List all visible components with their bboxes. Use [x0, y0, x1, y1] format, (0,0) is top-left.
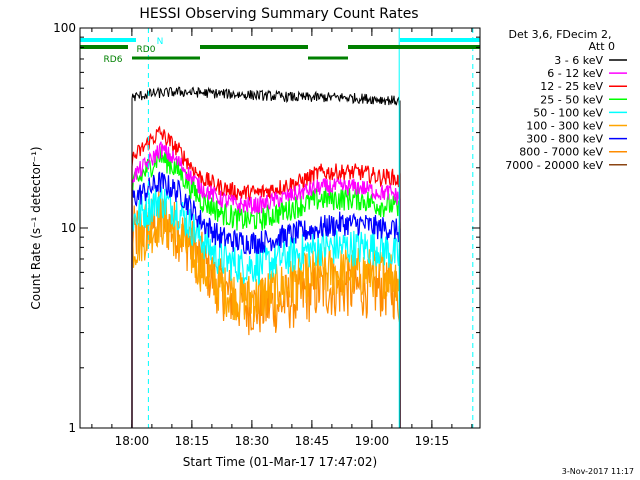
legend-label-1: 6 - 12 keV: [547, 67, 603, 80]
x-axis-label: Start Time (01-Mar-17 17:47:02): [183, 455, 377, 469]
legend-label-7: 800 - 7000 keV: [519, 146, 603, 159]
legend-label-2: 12 - 25 keV: [540, 80, 603, 93]
chart-title: HESSI Observing Summary Count Rates: [139, 6, 418, 22]
legend-label-0: 3 - 6 keV: [554, 54, 603, 67]
series-line-0: [131, 86, 401, 428]
legend-label-3: 25 - 50 keV: [540, 93, 603, 106]
series-line-1: [131, 141, 401, 428]
x-tick-label-4: 19:00: [355, 434, 390, 448]
legend-header-0: Det 3,6, FDecim 2,: [509, 28, 612, 41]
y-tick-label-2: 100: [53, 21, 76, 35]
legend-label-8: 7000 - 20000 keV: [505, 159, 603, 172]
footer-timestamp: 3-Nov-2017 11:17: [561, 467, 634, 476]
y-axis-label: Count Rate (s⁻¹ detector⁻¹): [29, 146, 43, 309]
legend-label-6: 300 - 800 keV: [526, 133, 603, 146]
y-tick-label-1: 10: [61, 221, 76, 235]
x-tick-label-0: 18:00: [115, 434, 150, 448]
series-line-2: [131, 125, 401, 428]
x-tick-label-1: 18:15: [175, 434, 210, 448]
annotation-label-0: N: [157, 37, 164, 47]
series-line-7: [131, 191, 401, 428]
x-tick-label-3: 18:45: [295, 434, 330, 448]
x-tick-label-2: 18:30: [235, 434, 270, 448]
y-tick-label-0: 1: [68, 421, 76, 435]
legend-label-5: 100 - 300 keV: [526, 120, 603, 133]
axis-ticks: 18:00 18:15 18:30 18:45 19:00 19:15 1 10 100: [53, 21, 480, 448]
x-tick-label-5: 19:15: [415, 434, 450, 448]
series-layer: [131, 86, 401, 428]
annotation-label-1: RD0: [137, 45, 156, 55]
annotation-label-2: RD6: [104, 55, 123, 65]
legend-label-4: 50 - 100 keV: [533, 106, 603, 119]
series-line-4: [131, 186, 401, 428]
series-line-6: [131, 171, 401, 428]
legend-header-1: Att 0: [589, 40, 615, 53]
